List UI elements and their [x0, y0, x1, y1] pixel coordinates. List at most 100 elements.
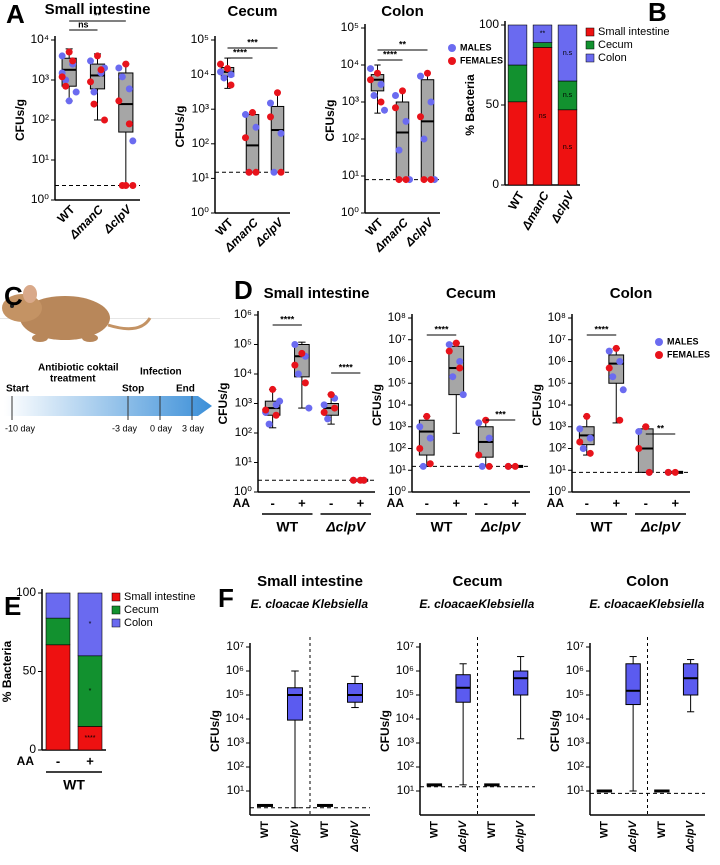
data-point: [245, 168, 253, 176]
data-point: [220, 74, 228, 82]
bar-segment: [507, 64, 528, 103]
x-prefix-label: AA: [387, 496, 405, 510]
y-tick-label: 10⁴: [30, 32, 49, 46]
timeline-day: 0 day: [150, 423, 173, 433]
y-tick-label: 10³: [235, 396, 252, 410]
y-tick-label: 10¹: [227, 783, 244, 797]
x-tick-label: WT: [656, 821, 668, 838]
y-tick-label: 10⁷: [226, 639, 244, 653]
data-point: [115, 64, 123, 72]
data-point: [579, 445, 587, 452]
data-point: [101, 116, 108, 124]
data-point: [274, 89, 281, 97]
data-point: [381, 106, 388, 114]
y-tick-label: 10⁵: [396, 687, 414, 701]
data-point: [242, 134, 249, 142]
chart-title: Small intestine: [264, 285, 370, 302]
legend-marker: [111, 605, 121, 615]
data-point: [224, 65, 231, 73]
x-tick-label: -: [484, 495, 488, 510]
data-point: [301, 379, 309, 387]
x-tick-label: ΔclpV: [515, 819, 527, 852]
data-point: [217, 68, 224, 76]
y-tick-label: 10⁶: [388, 354, 406, 368]
box: [395, 101, 410, 181]
data-point: [122, 182, 130, 190]
data-point: [298, 349, 306, 357]
data-point: [426, 434, 434, 442]
segment-note: **: [540, 31, 546, 38]
group-label: WT: [591, 519, 613, 535]
y-tick-label: 10⁴: [565, 711, 584, 725]
x-tick-label: +: [86, 753, 94, 768]
chart-title: Small intestine: [257, 573, 363, 590]
y-tick-label: 10⁶: [396, 663, 414, 677]
chart-title: Colon: [381, 3, 424, 20]
data-point: [664, 468, 672, 476]
legend-label: FEMALES: [667, 349, 710, 359]
y-axis-label: CFUs/g: [548, 710, 562, 752]
legend-label: Cecum: [598, 39, 633, 51]
panel-label: E: [4, 591, 21, 621]
panel-label: A: [6, 0, 25, 29]
timeline-day: -3 day: [112, 423, 138, 433]
chart-title: Small intestine: [45, 1, 151, 18]
data-point: [392, 91, 399, 99]
data-point: [609, 373, 617, 381]
data-point: [62, 82, 70, 90]
y-tick-label: 10⁸: [548, 310, 566, 324]
x-tick-label: ΔclpV: [457, 819, 469, 852]
data-point: [252, 168, 260, 176]
significance-label: ****: [233, 47, 248, 57]
data-point: [276, 397, 284, 405]
x-tick-label: +: [298, 495, 306, 510]
legend-marker: [448, 57, 456, 65]
data-point: [72, 88, 80, 96]
data-point: [118, 73, 126, 81]
data-point: [420, 135, 428, 143]
y-tick-label: 10³: [32, 72, 49, 86]
segment-note: *: [89, 621, 92, 628]
box: [512, 670, 529, 696]
data-point: [269, 385, 277, 393]
data-point: [485, 434, 493, 442]
significance-label: **: [657, 423, 665, 433]
significance-label: ****: [280, 314, 295, 324]
y-tick-label: 10²: [389, 441, 406, 455]
x-tick-label: +: [511, 495, 519, 510]
y-tick-label: 10²: [397, 759, 414, 773]
x-tick-label: +: [612, 495, 620, 510]
legend-label: Small intestine: [598, 26, 670, 38]
data-point: [374, 69, 381, 77]
y-tick-label: 50: [23, 664, 37, 678]
data-point: [475, 451, 483, 459]
significance-label: **: [94, 10, 102, 20]
data-point: [370, 91, 378, 99]
x-tick-label: -: [425, 495, 429, 510]
data-point: [452, 339, 460, 347]
data-point: [291, 361, 299, 369]
bar-segment: [507, 24, 528, 66]
segment-note: ns: [539, 113, 547, 120]
y-tick-label: 10³: [342, 94, 359, 108]
y-tick-label: 10⁴: [340, 57, 359, 71]
x-tick-label: +: [671, 495, 679, 510]
x-tick-label: +: [357, 495, 365, 510]
segment-note: n.s: [563, 50, 573, 57]
data-point: [272, 411, 280, 419]
y-tick-label: 10⁵: [234, 337, 252, 351]
x-tick-label: -: [56, 753, 60, 768]
y-tick-label: 10⁰: [341, 205, 359, 219]
data-point: [115, 97, 123, 105]
legend-label: MALES: [460, 42, 492, 52]
data-point: [576, 438, 584, 446]
y-axis-label: % Bacteria: [463, 74, 477, 136]
data-point: [252, 123, 260, 131]
legend-marker: [585, 27, 595, 37]
data-point: [586, 449, 594, 457]
y-tick-label: 10⁴: [387, 397, 406, 411]
legend-label: Colon: [124, 617, 153, 629]
data-point: [586, 434, 594, 442]
legend-label: Cecum: [124, 604, 159, 616]
data-point: [417, 113, 424, 121]
